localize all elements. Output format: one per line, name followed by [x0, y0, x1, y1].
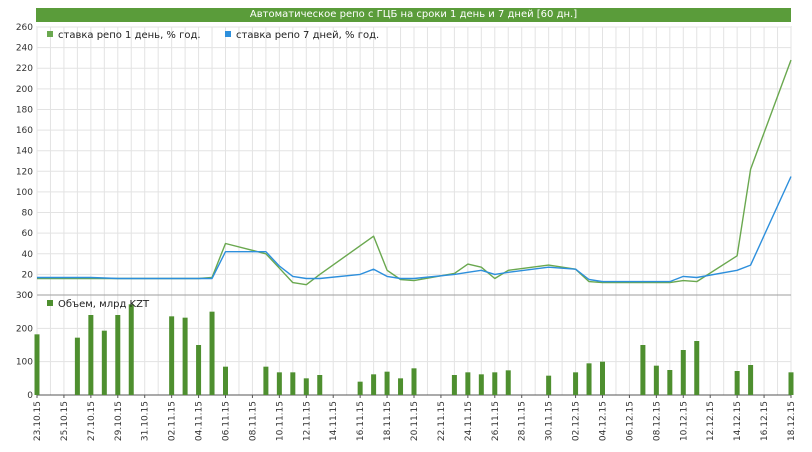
- y-tick-label: 100: [16, 188, 33, 198]
- volume-bar: [371, 374, 377, 395]
- volume-bar: [640, 345, 646, 395]
- volume-bar: [317, 375, 323, 395]
- x-tick-label: 20.11.15: [410, 401, 420, 441]
- x-tick-label: 14.12.15: [733, 401, 743, 441]
- volume-bar: [586, 363, 592, 395]
- volume-bar: [209, 311, 215, 395]
- x-tick-label: 14.11.15: [329, 401, 339, 441]
- volume-bar: [263, 366, 269, 395]
- volume-bar: [694, 341, 700, 395]
- legend-label: ставка репо 1 день, % год.: [58, 30, 201, 41]
- x-tick-label: 24.11.15: [464, 401, 474, 441]
- legend-label: Объем, млрд KZT: [58, 299, 150, 310]
- volume-bar: [384, 371, 390, 395]
- y-tick-label: 160: [16, 126, 33, 136]
- x-tick-label: 06.11.15: [222, 401, 232, 441]
- volume-bar: [680, 350, 686, 395]
- volume-bar: [451, 375, 457, 395]
- x-tick-label: 10.12.15: [679, 401, 689, 441]
- volume-bar: [748, 365, 754, 395]
- y-tick-label: 200: [16, 324, 33, 334]
- volume-bar: [478, 374, 484, 395]
- volume-bar: [653, 365, 659, 395]
- y-tick-label: 60: [22, 229, 34, 239]
- volume-bar: [88, 315, 94, 395]
- volume-bar: [398, 378, 404, 395]
- y-tick-label: 100: [16, 358, 33, 368]
- volume-bar: [734, 371, 740, 395]
- volume-bar: [196, 345, 202, 395]
- volume-bar: [667, 370, 673, 395]
- volume-bar: [115, 315, 121, 395]
- legend-swatch: [47, 300, 53, 306]
- x-tick-label: 16.11.15: [356, 401, 366, 441]
- volume-bar: [600, 361, 605, 395]
- y-tick-label: 140: [16, 147, 33, 157]
- x-tick-label: 27.10.15: [87, 401, 97, 441]
- y-tick-label: 0: [27, 291, 33, 301]
- x-tick-label: 08.12.15: [652, 401, 662, 441]
- x-tick-label: 25.10.15: [60, 401, 70, 441]
- volume-bar: [411, 368, 417, 395]
- volume-bar: [34, 334, 40, 395]
- volume-bar: [290, 372, 296, 395]
- volume-bar: [276, 372, 282, 395]
- x-tick-label: 12.12.15: [706, 401, 716, 441]
- x-tick-label: 16.12.15: [760, 401, 770, 441]
- x-tick-label: 10.11.15: [275, 401, 285, 441]
- x-tick-label: 22.11.15: [437, 401, 447, 441]
- x-tick-label: 08.11.15: [248, 401, 258, 441]
- y-tick-label: 240: [16, 44, 33, 54]
- x-tick-label: 06.12.15: [625, 401, 635, 441]
- repo-7d-line: [37, 176, 792, 283]
- x-tick-label: 30.11.15: [545, 401, 555, 441]
- x-tick-label: 18.11.15: [383, 401, 393, 441]
- volume-bar: [182, 317, 188, 395]
- volume-bar: [465, 372, 471, 395]
- y-tick-label: 300: [16, 291, 33, 301]
- y-tick-label: 80: [22, 209, 34, 219]
- x-tick-label: 02.12.15: [572, 401, 582, 441]
- y-tick-label: 180: [16, 105, 33, 115]
- x-tick-label: 04.11.15: [195, 401, 205, 441]
- x-tick-label: 04.12.15: [599, 401, 609, 441]
- x-tick-label: 28.11.15: [518, 401, 528, 441]
- y-tick-label: 120: [16, 167, 33, 177]
- x-tick-label: 23.10.15: [33, 401, 43, 441]
- volume-bar: [128, 304, 134, 395]
- volume-bar: [101, 330, 107, 395]
- volume-bar: [788, 372, 794, 395]
- volume-bar: [303, 378, 309, 395]
- volume-bar: [357, 381, 363, 395]
- volume-bar: [169, 316, 175, 395]
- y-tick-label: 220: [16, 64, 33, 74]
- x-tick-label: 31.10.15: [141, 401, 151, 441]
- chart-title: Автоматическое репо с ГЦБ на сроки 1 ден…: [36, 8, 791, 22]
- y-tick-label: 40: [22, 250, 34, 260]
- x-tick-label: 18.12.15: [787, 401, 797, 441]
- volume-bar: [573, 372, 579, 395]
- legend-swatch: [47, 31, 53, 37]
- x-tick-label: 12.11.15: [302, 401, 312, 441]
- y-tick-label: 200: [16, 85, 33, 95]
- legend-swatch: [225, 31, 231, 37]
- x-tick-label: 29.10.15: [114, 401, 124, 441]
- volume-bar: [74, 337, 80, 395]
- y-tick-label: 20: [22, 270, 34, 280]
- y-tick-label: 260: [16, 23, 33, 33]
- y-tick-label: 0: [27, 391, 33, 401]
- x-tick-label: 02.11.15: [168, 401, 178, 441]
- volume-bar: [505, 370, 511, 395]
- volume-bar: [546, 375, 552, 395]
- legend-label: ставка репо 7 дней, % год.: [236, 30, 379, 41]
- volume-bar: [223, 366, 228, 395]
- x-tick-label: 26.11.15: [491, 401, 501, 441]
- volume-bar: [492, 372, 498, 395]
